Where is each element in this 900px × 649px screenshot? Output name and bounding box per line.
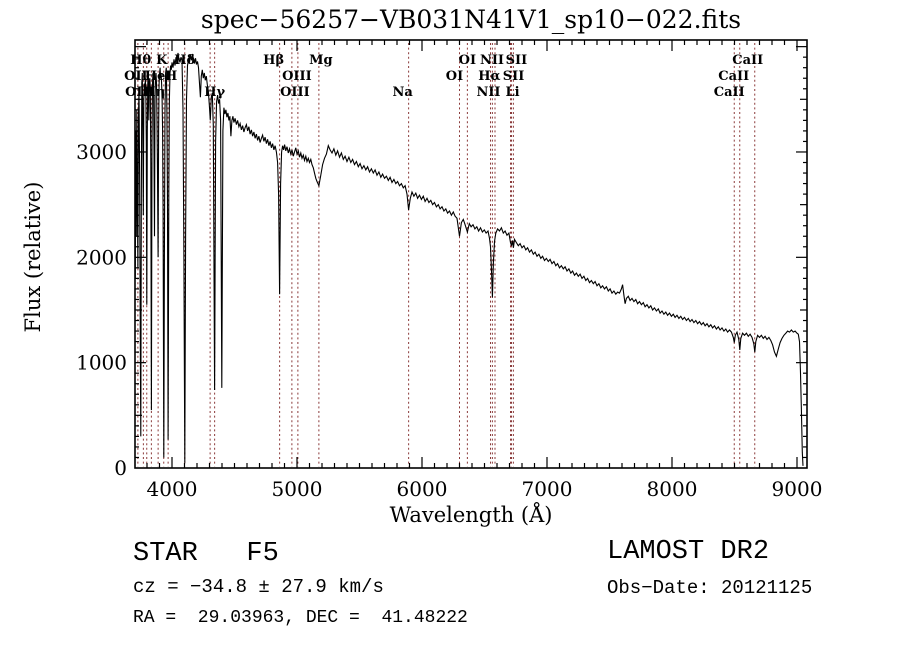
line-label-OI: OI — [459, 53, 476, 68]
line-label-SII: SII — [506, 53, 528, 68]
x-tick-label: 6000 — [397, 477, 448, 501]
line-label-CaII: CaII — [714, 85, 745, 100]
y-axis-label: Flux (relative) — [21, 181, 45, 333]
line-label-CaII: CaII — [718, 69, 749, 84]
line-label-NII: NII — [480, 53, 504, 68]
object-class-text: STAR F5 — [133, 539, 279, 569]
spectrum-flux-curve — [134, 52, 804, 466]
line-label-OIII: OIII — [282, 69, 312, 84]
obs-date-text: Obs−Date: 20121125 — [607, 577, 813, 599]
y-tick-label: 3000 — [76, 140, 127, 164]
line-label-NII: NII — [476, 85, 500, 100]
y-tick-label: 0 — [114, 456, 127, 480]
line-label-SII: SII — [503, 69, 525, 84]
line-label-Hγ: Hγ — [204, 85, 225, 100]
survey-name-text: LAMOST DR2 — [607, 537, 770, 567]
line-label-OIII: OIII — [280, 85, 310, 100]
line-label-CaII: CaII — [732, 53, 763, 68]
x-tick-label: 9000 — [772, 477, 823, 501]
line-label-OI: OI — [446, 69, 463, 84]
line-label-Li: Li — [505, 85, 519, 100]
line-label-Hβ: Hβ — [263, 53, 284, 68]
line-label-Mg: Mg — [309, 53, 332, 68]
y-tick-label: 2000 — [76, 245, 127, 269]
coordinates-text: RA = 29.03963, DEC = 41.48222 — [133, 608, 468, 628]
line-label-Hθ: Hθ — [130, 53, 151, 68]
x-tick-label: 7000 — [522, 477, 573, 501]
plot-title: spec−56257−VB031N41V1_sp10−022.fits — [200, 5, 742, 34]
x-tick-label: 5000 — [272, 477, 323, 501]
plot-frame — [134, 39, 808, 469]
line-label-K: K — [156, 53, 168, 68]
x-tick-label: 8000 — [647, 477, 698, 501]
x-tick-label: 4000 — [147, 477, 198, 501]
y-tick-label: 1000 — [76, 351, 127, 375]
radial-velocity-text: cz = −34.8 ± 27.9 km/s — [133, 576, 384, 598]
line-label-HeI: HeI — [145, 69, 172, 84]
x-axis-label: Wavelength (Å) — [389, 503, 553, 527]
line-label-H: H — [165, 69, 177, 84]
line-label-Hα: Hα — [478, 69, 500, 84]
line-label-Na: Na — [392, 85, 413, 100]
